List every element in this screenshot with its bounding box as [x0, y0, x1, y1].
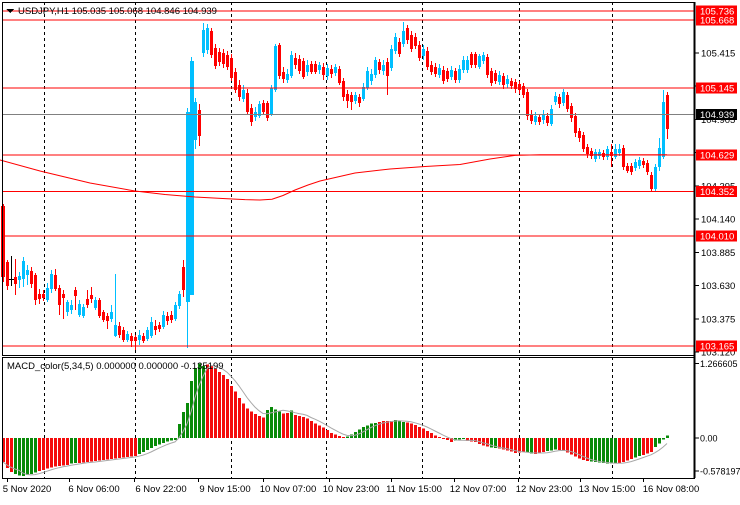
- svg-text:103.120: 103.120: [701, 348, 735, 359]
- svg-text:16 Nov 08:00: 16 Nov 08:00: [643, 484, 700, 495]
- svg-text:12 Nov 23:00: 12 Nov 23:00: [516, 484, 573, 495]
- svg-text:105.145: 105.145: [700, 84, 734, 95]
- svg-text:103.165: 103.165: [700, 342, 734, 353]
- svg-text:105.668: 105.668: [700, 15, 734, 26]
- svg-text:104.352: 104.352: [700, 187, 734, 198]
- svg-text:11 Nov 15:00: 11 Nov 15:00: [386, 484, 442, 495]
- svg-text:105.415: 105.415: [701, 48, 735, 59]
- svg-text:10 Nov 23:00: 10 Nov 23:00: [323, 484, 380, 495]
- svg-text:10 Nov 07:00: 10 Nov 07:00: [260, 484, 317, 495]
- svg-text:12 Nov 07:00: 12 Nov 07:00: [450, 484, 507, 495]
- svg-text:104.010: 104.010: [700, 232, 734, 243]
- svg-text:-0.578197: -0.578197: [700, 467, 740, 477]
- svg-text:9 Nov 15:00: 9 Nov 15:00: [199, 484, 250, 495]
- svg-text:USDJPY,H1 105.035 105.068 104: USDJPY,H1 105.035 105.068 104.846 104.93…: [18, 6, 217, 17]
- svg-text:13 Nov 15:00: 13 Nov 15:00: [579, 484, 636, 495]
- svg-text:103.885: 103.885: [701, 248, 735, 259]
- svg-text:104.939: 104.939: [700, 110, 734, 121]
- svg-text:104.629: 104.629: [700, 150, 734, 161]
- svg-text:0.00: 0.00: [700, 434, 718, 444]
- svg-text:103.375: 103.375: [701, 314, 735, 325]
- svg-text:103.630: 103.630: [701, 281, 735, 292]
- svg-text:105.736: 105.736: [700, 6, 734, 17]
- svg-text:6 Nov 22:00: 6 Nov 22:00: [135, 484, 186, 495]
- svg-text:MACD_color(5,34,5) 0.000000 0.: MACD_color(5,34,5) 0.000000 0.000000 -0.…: [7, 361, 224, 372]
- svg-text:104.140: 104.140: [701, 215, 735, 226]
- svg-text:5 Nov 2020: 5 Nov 2020: [3, 484, 52, 495]
- svg-text:6 Nov 06:00: 6 Nov 06:00: [68, 484, 119, 495]
- svg-text:104.905: 104.905: [701, 115, 735, 126]
- svg-text:1.266605: 1.266605: [700, 359, 738, 369]
